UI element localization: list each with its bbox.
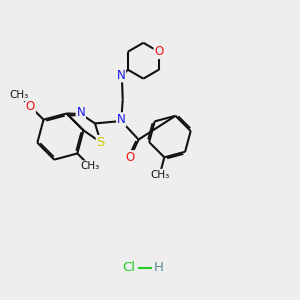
Text: Cl: Cl — [123, 262, 136, 275]
Text: H: H — [153, 262, 163, 275]
Text: CH₃: CH₃ — [150, 169, 169, 180]
Text: O: O — [154, 45, 164, 58]
Text: O: O — [126, 151, 135, 164]
Text: CH₃: CH₃ — [80, 161, 100, 171]
Text: N: N — [76, 106, 85, 119]
Text: O: O — [26, 100, 35, 113]
Text: S: S — [97, 136, 105, 149]
Text: N: N — [117, 69, 125, 82]
Text: CH₃: CH₃ — [10, 90, 29, 100]
Text: N: N — [117, 113, 126, 126]
